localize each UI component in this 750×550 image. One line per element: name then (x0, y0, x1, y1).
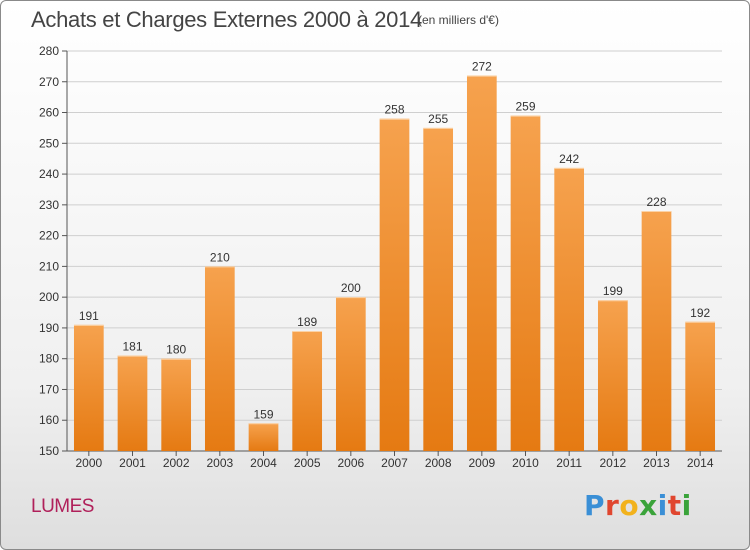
bar-2013 (641, 211, 672, 451)
bar-2010 (510, 115, 541, 451)
bar-2004 (248, 423, 279, 451)
data-label: 255 (428, 112, 448, 126)
y-tick-label: 280 (39, 44, 59, 58)
bar-2002 (161, 358, 192, 451)
data-label: 272 (472, 60, 492, 74)
bar-2001 (117, 355, 148, 451)
bar-2006 (335, 297, 366, 451)
bar-2012 (597, 300, 628, 451)
data-label: 200 (341, 281, 361, 295)
proxiti-logo: Proxiti (584, 489, 692, 522)
data-label: 192 (690, 306, 710, 320)
data-label: 181 (122, 340, 142, 354)
bar-2014 (685, 321, 716, 451)
bar-2011 (554, 167, 585, 451)
x-tick-label: 2003 (206, 456, 233, 470)
data-label: 210 (210, 250, 230, 264)
x-tick-label: 2013 (643, 456, 670, 470)
y-tick-label: 220 (39, 229, 59, 243)
y-tick-label: 180 (39, 352, 59, 366)
x-tick-label: 2006 (337, 456, 364, 470)
y-tick-label: 170 (39, 382, 59, 396)
y-tick-label: 160 (39, 413, 59, 427)
logo-letter: i (681, 489, 692, 522)
logo-letter: i (657, 489, 668, 522)
bar-2000 (73, 324, 104, 451)
bar-2008 (423, 127, 454, 451)
y-tick-label: 260 (39, 106, 59, 120)
bar-2005 (292, 331, 323, 451)
y-tick-label: 190 (39, 321, 59, 335)
logo-letter: t (667, 489, 682, 522)
x-tick-label: 2005 (294, 456, 321, 470)
chart-subtitle: (en milliers d'€) (418, 13, 499, 27)
y-tick-label: 250 (39, 136, 59, 150)
data-label: 180 (166, 343, 186, 357)
x-tick-label: 2009 (468, 456, 495, 470)
x-tick-label: 2010 (512, 456, 539, 470)
x-tick-label: 2012 (599, 456, 626, 470)
y-tick-label: 230 (39, 198, 59, 212)
x-tick-label: 2001 (119, 456, 146, 470)
bar-2003 (204, 266, 235, 451)
chart-title: Achats et Charges Externes 2000 à 2014 (31, 7, 422, 32)
logo-letter: o (619, 489, 640, 522)
y-tick-label: 270 (39, 75, 59, 89)
data-label: 228 (646, 195, 666, 209)
y-tick-label: 240 (39, 167, 59, 181)
y-tick-label: 200 (39, 290, 59, 304)
y-tick-label: 210 (39, 259, 59, 273)
bars (73, 75, 716, 451)
logo-letter: P (584, 489, 606, 522)
place-name: LUMES (31, 496, 94, 517)
data-label: 199 (603, 284, 623, 298)
data-label: 258 (384, 103, 404, 117)
axes: 150 160 170 180 190 200 210 220 230 240 250 260 270 2… (39, 44, 722, 470)
data-label: 259 (515, 100, 535, 114)
y-tick-label: 150 (39, 444, 59, 458)
data-label: 242 (559, 152, 579, 166)
x-tick-label: 2002 (163, 456, 190, 470)
bar-2009 (466, 75, 497, 451)
data-label: 159 (253, 407, 273, 421)
logo-letter: x (639, 489, 658, 522)
data-label: 189 (297, 315, 317, 329)
data-labels: 191 181 180 210 159 189 200 258 255 272 259 242 199 2… (79, 60, 711, 422)
x-tick-label: 2007 (381, 456, 408, 470)
x-tick-label: 2011 (556, 456, 582, 470)
logo-letter: r (605, 489, 620, 522)
data-label: 191 (79, 309, 99, 323)
x-tick-label: 2004 (250, 456, 277, 470)
x-tick-label: 2000 (75, 456, 102, 470)
x-tick-label: 2008 (425, 456, 452, 470)
bar-2007 (379, 118, 410, 451)
x-tick-label: 2014 (687, 456, 714, 470)
